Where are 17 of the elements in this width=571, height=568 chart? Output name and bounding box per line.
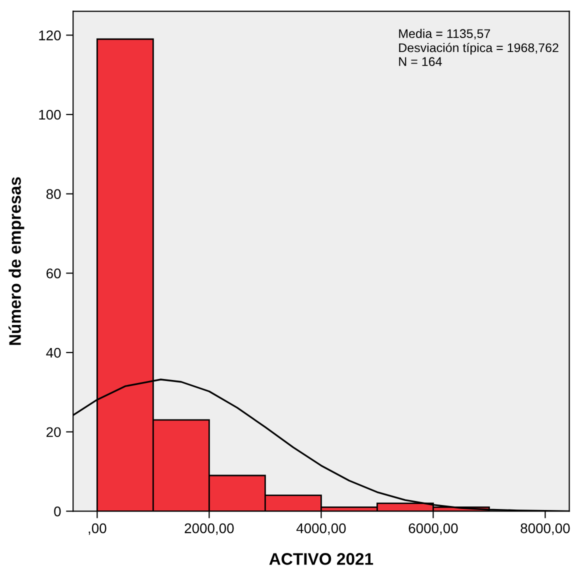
annotation: N = 164 — [399, 57, 442, 66]
x-tick-label: ,00 — [88, 523, 106, 535]
x-tick-label: 2000,00 — [184, 523, 234, 535]
y-tick-label: 100 — [39, 110, 61, 120]
x-axis-title: ACTIVO 2021 — [269, 553, 374, 565]
x-tick-label: 8000,00 — [520, 523, 570, 535]
y-tick-label: 20 — [46, 427, 61, 438]
x-tick-label: 4000,00 — [296, 523, 346, 535]
y-tick-label: 80 — [46, 189, 61, 200]
y-tick-label: 40 — [46, 348, 61, 358]
y-axis-title: Número de empresas — [8, 177, 24, 345]
x-tick-label: 6000,00 — [408, 523, 458, 535]
y-tick-label: 120 — [39, 30, 61, 40]
annotation: Desviación típica = 1968,762 — [399, 42, 558, 55]
y-tick-label: 60 — [46, 268, 61, 278]
annotation: Media = 1135,57 — [399, 28, 490, 40]
y-tick-label: 0 — [54, 506, 61, 516]
